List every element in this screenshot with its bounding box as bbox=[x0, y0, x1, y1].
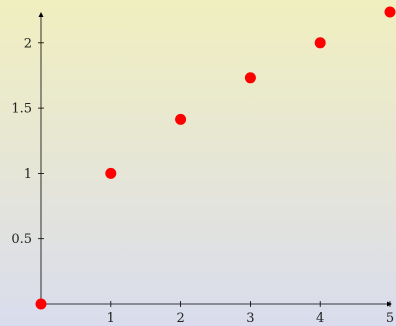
y-tick-label: 1 bbox=[24, 167, 32, 182]
data-point bbox=[314, 37, 326, 49]
x-tick-label: 1 bbox=[107, 311, 115, 326]
axes bbox=[38, 12, 392, 307]
data-point bbox=[175, 113, 187, 125]
data-point bbox=[35, 298, 47, 310]
ticks: 1 2 3 4 5 0.5 1 1.5 2 bbox=[11, 36, 394, 326]
y-tick-label: 1.5 bbox=[11, 102, 32, 117]
data-point bbox=[244, 72, 256, 84]
x-tick-label: 5 bbox=[386, 311, 394, 326]
x-tick-label: 3 bbox=[246, 311, 254, 326]
x-tick-label: 2 bbox=[176, 311, 184, 326]
data-point bbox=[384, 6, 396, 18]
data-point bbox=[105, 167, 117, 179]
x-axis-arrow bbox=[387, 301, 392, 307]
y-tick-label: 0.5 bbox=[11, 232, 32, 247]
y-tick-label: 2 bbox=[24, 36, 32, 51]
data-points bbox=[35, 6, 396, 310]
y-axis-arrow bbox=[38, 12, 44, 17]
x-tick-label: 4 bbox=[316, 311, 324, 326]
